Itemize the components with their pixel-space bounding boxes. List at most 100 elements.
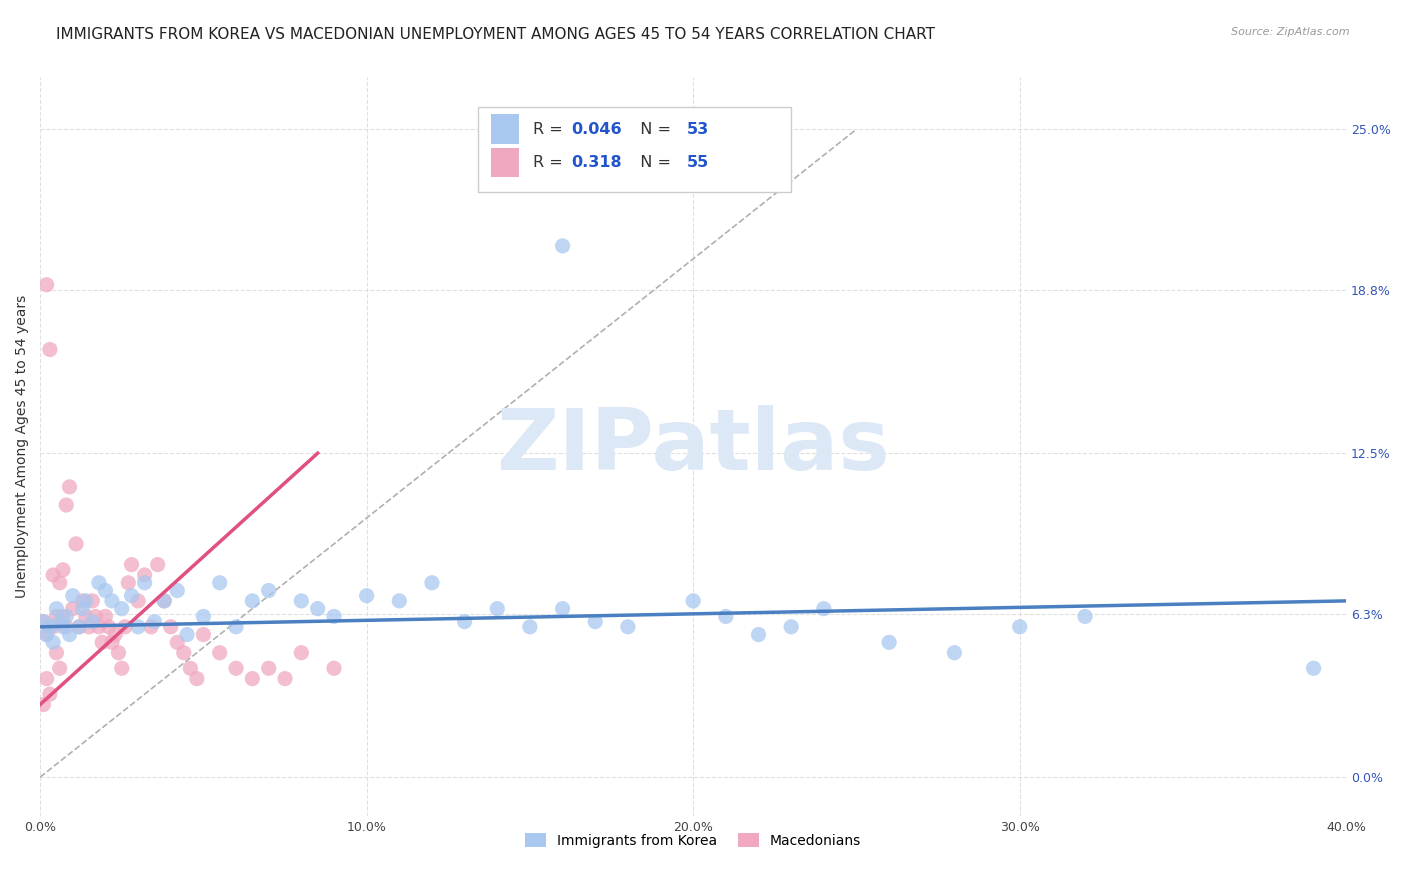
Point: [257, 583, 280, 598]
Point: [32, 615, 55, 629]
Point: [146, 558, 169, 572]
Point: [45, 609, 67, 624]
Point: [274, 672, 297, 686]
Text: 0.318: 0.318: [572, 155, 623, 169]
Point: [127, 620, 149, 634]
Point: [48, 615, 70, 629]
Point: [225, 620, 247, 634]
Point: [42, 620, 65, 634]
Point: [45, 646, 67, 660]
Point: [42, 568, 65, 582]
Text: N =: N =: [630, 155, 676, 169]
Point: [166, 635, 188, 649]
Point: [84, 609, 107, 624]
Text: 55: 55: [686, 155, 709, 169]
Point: [225, 661, 247, 675]
Point: [82, 594, 104, 608]
Point: [307, 601, 329, 615]
Point: [58, 480, 80, 494]
Y-axis label: Unemployment Among Ages 45 to 54 years: Unemployment Among Ages 45 to 54 years: [15, 295, 30, 599]
Text: 53: 53: [686, 121, 709, 136]
Point: [38, 620, 60, 634]
Point: [240, 594, 263, 608]
Point: [186, 672, 208, 686]
Text: ZIPatlas: ZIPatlas: [496, 405, 890, 488]
Text: Source: ZipAtlas.com: Source: ZipAtlas.com: [1232, 27, 1350, 37]
Point: [179, 661, 201, 675]
Point: [714, 609, 737, 624]
Point: [104, 627, 127, 641]
Bar: [491, 147, 519, 178]
Point: [75, 609, 97, 624]
Point: [82, 615, 104, 629]
Point: [42, 635, 65, 649]
FancyBboxPatch shape: [478, 107, 792, 192]
Text: 0.046: 0.046: [572, 121, 623, 136]
Point: [91, 635, 114, 649]
Point: [257, 661, 280, 675]
Point: [1302, 661, 1324, 675]
Point: [208, 646, 231, 660]
Point: [62, 589, 84, 603]
Point: [323, 609, 346, 624]
Point: [77, 620, 100, 634]
Point: [67, 620, 90, 634]
Point: [55, 498, 77, 512]
Point: [48, 575, 70, 590]
Point: [117, 575, 139, 590]
Point: [943, 646, 966, 660]
Point: [290, 646, 312, 660]
Point: [52, 609, 75, 624]
Point: [551, 239, 574, 253]
Point: [166, 583, 188, 598]
Point: [780, 620, 803, 634]
Point: [35, 277, 58, 292]
Point: [35, 627, 58, 641]
Point: [159, 620, 181, 634]
Point: [111, 661, 134, 675]
Point: [173, 646, 195, 660]
Point: [240, 672, 263, 686]
Text: N =: N =: [630, 121, 676, 136]
Point: [420, 575, 443, 590]
Point: [1008, 620, 1031, 634]
Point: [45, 601, 67, 615]
Legend: Immigrants from Korea, Macedonians: Immigrants from Korea, Macedonians: [520, 828, 866, 854]
Point: [62, 601, 84, 615]
Point: [121, 589, 143, 603]
Point: [193, 627, 215, 641]
Point: [87, 620, 110, 634]
Point: [583, 615, 606, 629]
Point: [453, 615, 475, 629]
Point: [1074, 609, 1097, 624]
Point: [65, 537, 87, 551]
Point: [134, 568, 156, 582]
Point: [52, 620, 75, 634]
Bar: [491, 114, 519, 144]
Point: [107, 646, 129, 660]
Point: [617, 620, 640, 634]
Point: [101, 594, 124, 608]
Point: [35, 672, 58, 686]
Point: [94, 583, 117, 598]
Point: [72, 601, 94, 615]
Point: [101, 635, 124, 649]
Point: [682, 594, 704, 608]
Point: [114, 620, 136, 634]
Text: R =: R =: [533, 155, 572, 169]
Point: [356, 589, 378, 603]
Point: [323, 661, 346, 675]
Point: [208, 575, 231, 590]
Point: [551, 601, 574, 615]
Point: [48, 661, 70, 675]
Text: IMMIGRANTS FROM KOREA VS MACEDONIAN UNEMPLOYMENT AMONG AGES 45 TO 54 YEARS CORRE: IMMIGRANTS FROM KOREA VS MACEDONIAN UNEM…: [56, 27, 935, 42]
Point: [153, 594, 176, 608]
Point: [121, 558, 143, 572]
Point: [519, 620, 541, 634]
Point: [94, 609, 117, 624]
Text: R =: R =: [533, 121, 568, 136]
Point: [290, 594, 312, 608]
Point: [127, 594, 149, 608]
Point: [153, 594, 176, 608]
Point: [75, 594, 97, 608]
